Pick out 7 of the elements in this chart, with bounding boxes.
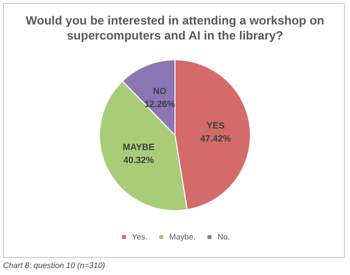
legend-label: No.: [218, 232, 230, 242]
caption: Chart 8: question 10 (n=310): [3, 261, 106, 270]
data-label: YES 47.42%: [200, 120, 231, 144]
data-label: MAYBE 40.32%: [122, 142, 154, 165]
legend-label: Maybe.: [169, 232, 196, 242]
chart-title: Would you be interested in attending a workshop on supercomputers and AI in the library?: [26, 14, 324, 42]
legend-label: Yes.: [132, 232, 148, 242]
